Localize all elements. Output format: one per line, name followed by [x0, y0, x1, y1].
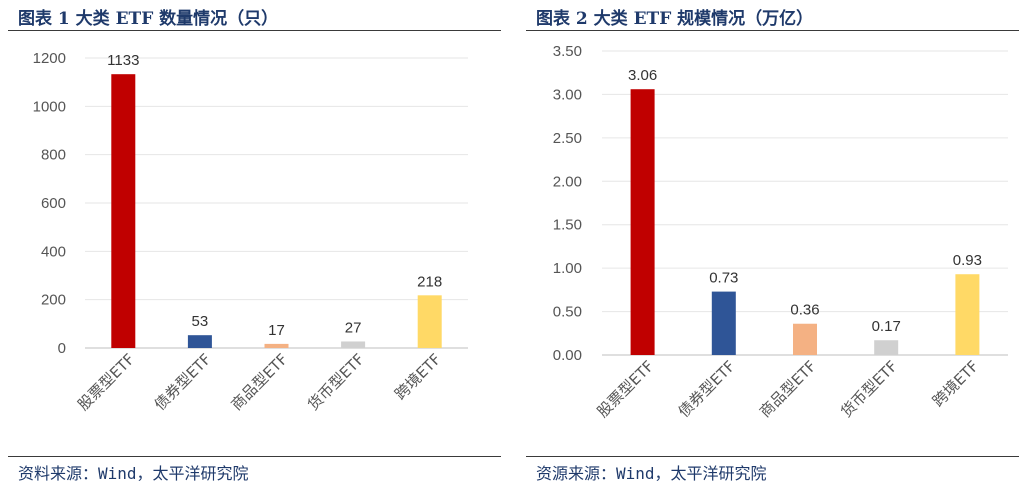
bar [417, 295, 442, 348]
data-label: 1133 [107, 52, 139, 69]
data-label: 0.93 [953, 252, 982, 269]
source-divider [526, 456, 1019, 457]
y-tick-label: 600 [41, 195, 66, 212]
source-note: 资料来源：Wind，太平洋研究院 [18, 464, 249, 483]
chart-panel-count: 图表 1 大类 ETF 数量情况（只） 0 200 400 600 800 1000 120… [0, 0, 503, 488]
data-label: 0.36 [790, 302, 819, 319]
bar-chart-scale: 0.00 0.50 1.00 1.50 2.00 2.50 3.00 3.50 3.06 股票型E… [553, 43, 1008, 421]
data-label: 3.06 [628, 67, 657, 84]
y-tick-label: 0.00 [553, 347, 582, 364]
y-tick-label: 400 [41, 243, 66, 260]
bar [874, 340, 899, 355]
category-label: 股票型ETF [74, 350, 138, 414]
bar [630, 89, 655, 355]
y-tick-label: 200 [41, 292, 66, 309]
y-tick-label: 1200 [33, 50, 66, 67]
y-tick-label: 3.00 [553, 86, 582, 103]
y-tick-label: 0.50 [553, 304, 582, 321]
bar [711, 291, 736, 355]
y-tick-label: 2.50 [553, 130, 582, 147]
y-tick-label: 2.00 [553, 173, 582, 190]
y-tick-label: 800 [41, 147, 66, 164]
source-note: 资源来源：Wind，太平洋研究院 [536, 464, 767, 483]
source-divider [8, 456, 501, 457]
y-tick-label: 3.50 [553, 43, 582, 60]
category-label: 股票型ETF [594, 357, 658, 421]
data-label: 27 [345, 319, 362, 336]
bar [187, 335, 212, 348]
category-label: 货币型ETF [837, 357, 901, 421]
chart-panel-scale: 图表 2 大类 ETF 规模情况（万亿） 0.00 0.50 1.00 1.50 2.0… [518, 0, 1021, 488]
bar [955, 274, 980, 355]
category-label: 跨境ETF [391, 350, 444, 403]
title-divider [8, 30, 501, 31]
data-label: 53 [192, 313, 209, 330]
y-tick-label: 0 [58, 340, 66, 357]
bar [341, 341, 366, 348]
category-label: 货币型ETF [304, 350, 368, 414]
data-label: 0.17 [872, 318, 901, 335]
bar [793, 323, 817, 355]
y-tick-label: 1.50 [553, 217, 582, 234]
bar [264, 343, 289, 348]
chart-title: 图表 2 大类 ETF 规模情况（万亿） [536, 9, 814, 29]
category-label: 债券型ETF [151, 350, 215, 414]
category-label: 商品型ETF [756, 357, 820, 421]
data-label: 17 [268, 322, 285, 339]
category-label: 商品型ETF [227, 350, 291, 414]
y-tick-label: 1000 [33, 98, 66, 115]
category-label: 跨境ETF [929, 357, 982, 410]
chart-title: 图表 1 大类 ETF 数量情况（只） [18, 9, 279, 29]
bar [111, 74, 136, 349]
bar-chart-count: 0 200 400 600 800 1000 1200 1133 股票型ETF 53 债券型ETF 1… [33, 50, 468, 414]
y-tick-label: 1.00 [553, 260, 582, 277]
data-label: 218 [417, 273, 442, 290]
data-label: 0.73 [709, 270, 738, 287]
category-label: 债券型ETF [675, 357, 739, 421]
title-divider [526, 30, 1019, 31]
